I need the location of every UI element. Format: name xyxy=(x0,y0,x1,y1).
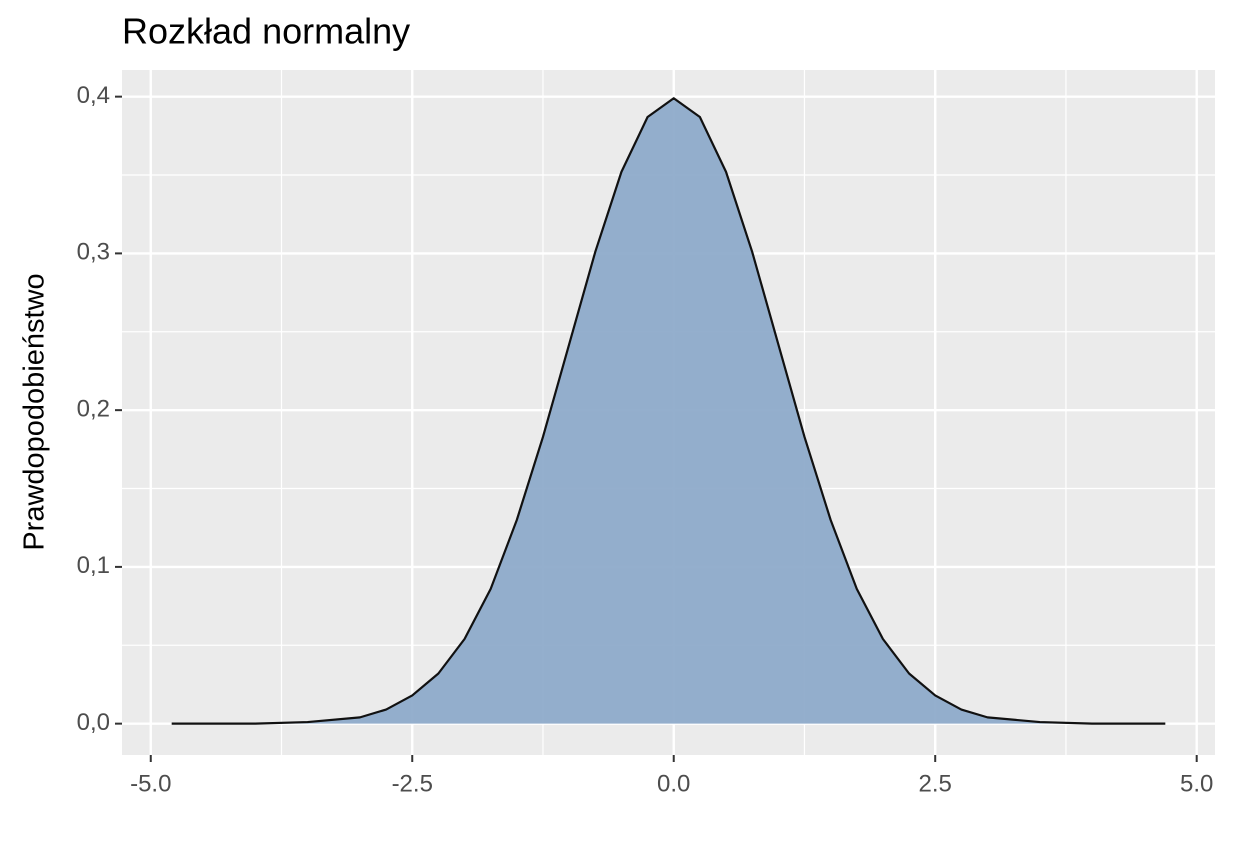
x-tick-label: -5.0 xyxy=(130,770,171,797)
y-tick-label: 0,1 xyxy=(77,552,110,579)
chart-title: Rozkład normalny xyxy=(122,11,410,52)
x-tick-label: 0.0 xyxy=(657,770,690,797)
y-tick-label: 0,0 xyxy=(77,709,110,736)
density-line xyxy=(171,97,1166,725)
x-tick-label: 2.5 xyxy=(919,770,952,797)
y-axis-label: Prawdopodobieństwo xyxy=(19,273,51,550)
x-tick-label: -2.5 xyxy=(392,770,433,797)
area-fill xyxy=(171,98,1166,724)
x-tick-label: 5.0 xyxy=(1180,770,1213,797)
y-tick-label: 0,3 xyxy=(77,239,110,266)
y-tick-label: 0,2 xyxy=(77,395,110,422)
y-tick-label: 0,4 xyxy=(77,82,110,109)
